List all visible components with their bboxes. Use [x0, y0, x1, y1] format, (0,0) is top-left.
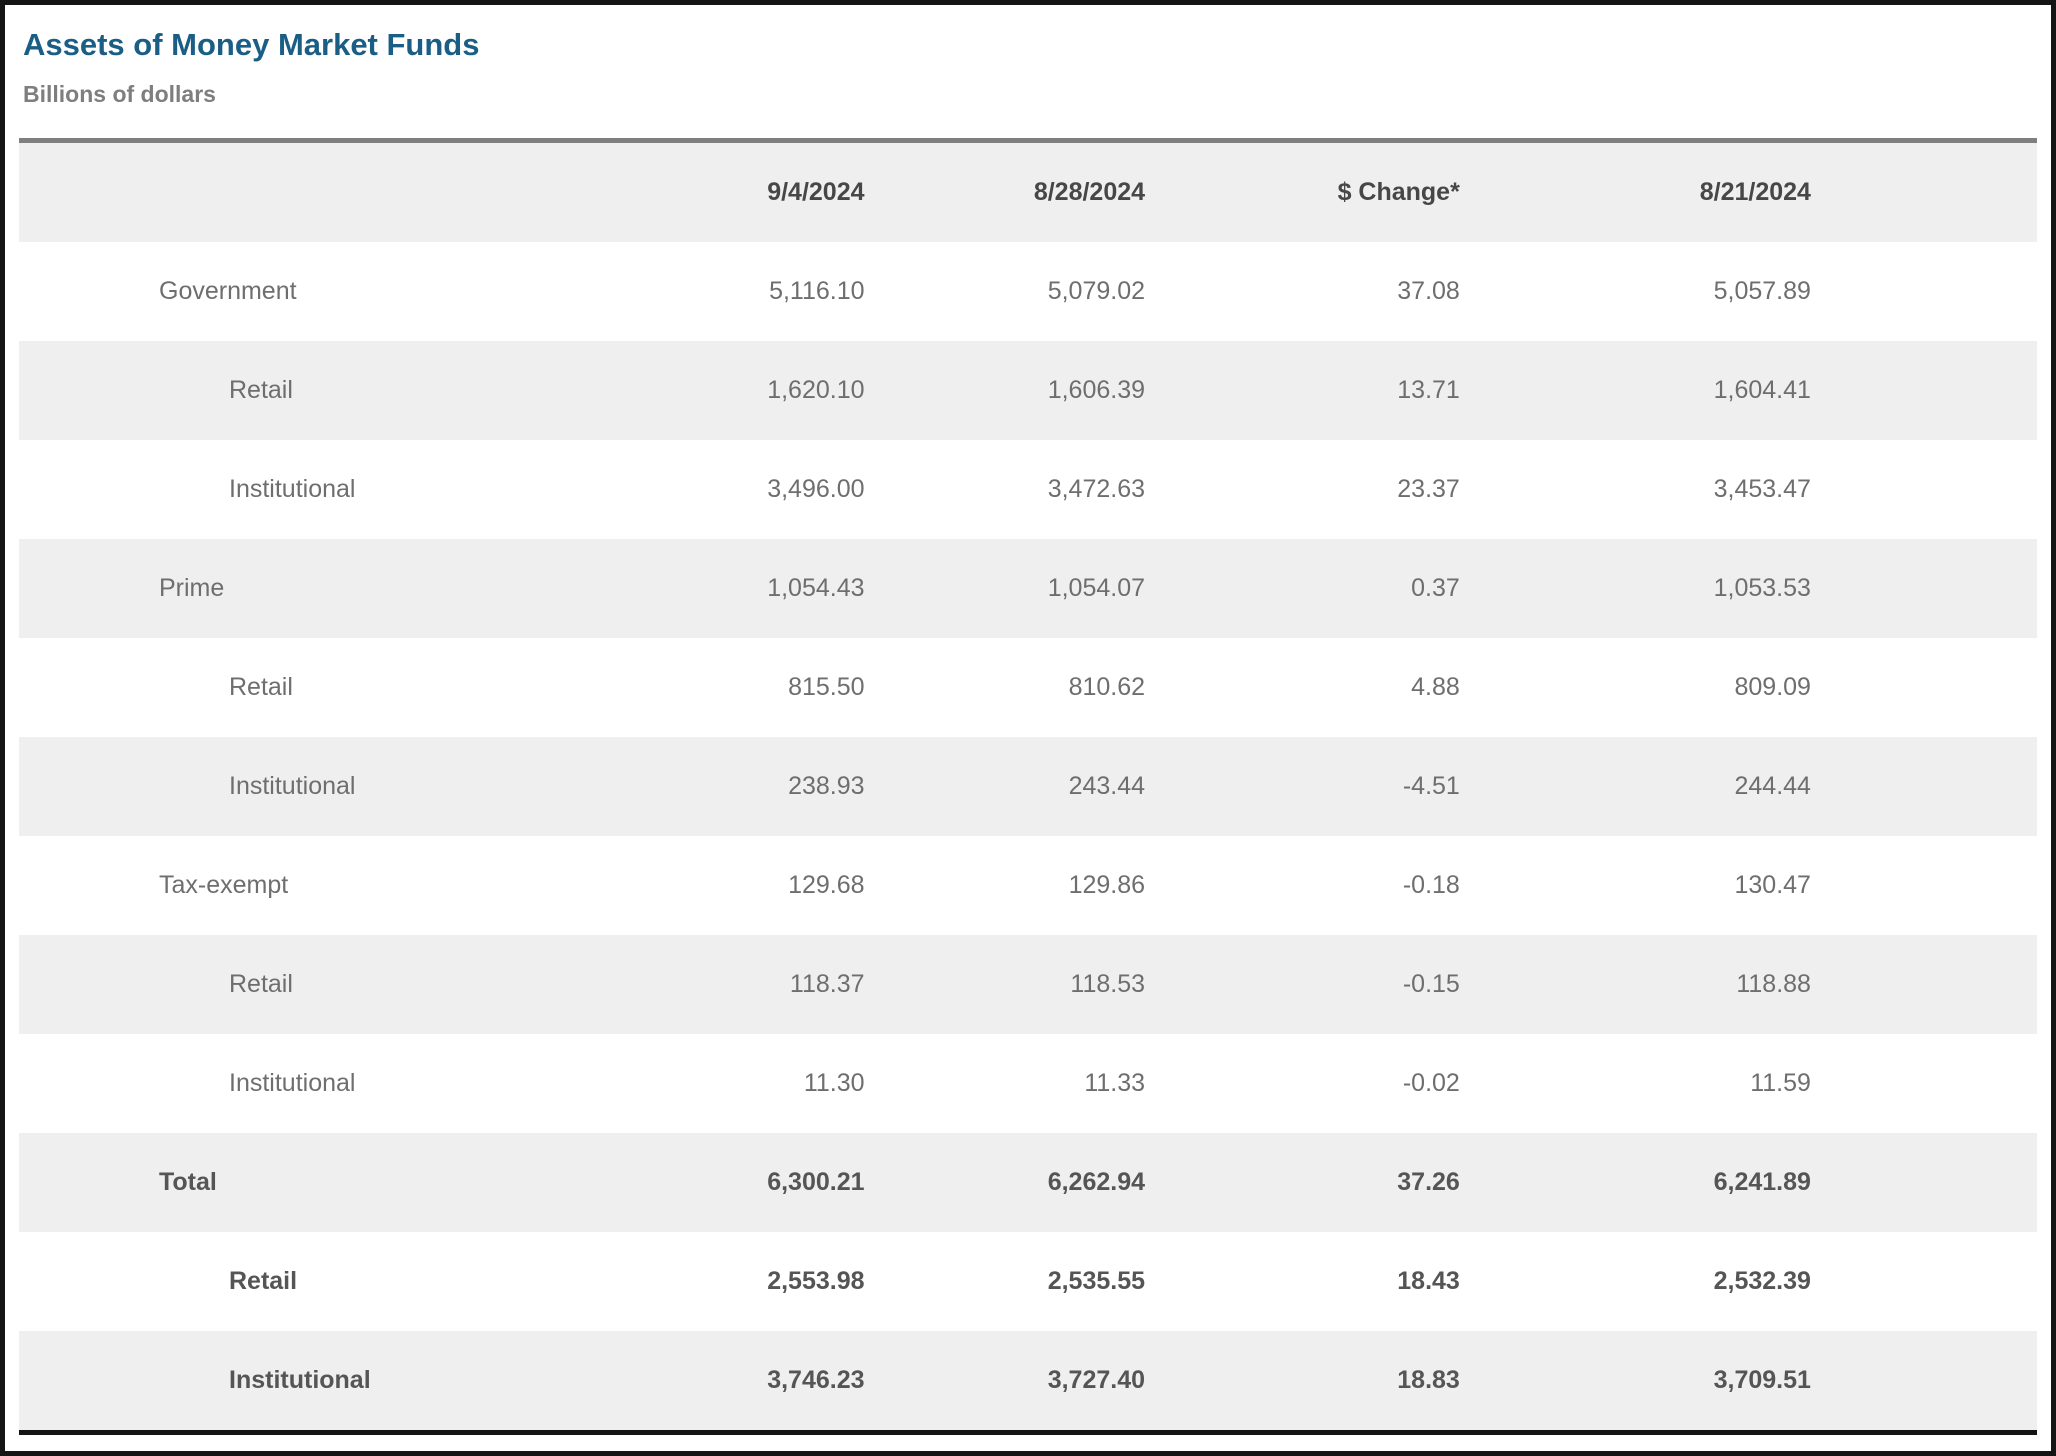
cell-value: 3,727.40	[1047, 1366, 1146, 1394]
cell-value: 37.08	[1397, 277, 1460, 305]
cell-value: 3,453.47	[1713, 475, 1811, 503]
row-label: Retail	[229, 970, 293, 998]
table-row: Retail 815.50 810.62 4.88 809.09	[19, 638, 2037, 737]
cell-value: 3,746.23	[767, 1366, 865, 1394]
table-row: Institutional 3,496.00 3,472.63 23.37 3,453.…	[19, 440, 2037, 539]
row-spacer	[1811, 836, 2037, 935]
table-row: Institutional 238.93 243.44 -4.51 244.44	[19, 737, 2037, 836]
row-label: Tax-exempt	[159, 871, 289, 899]
column-header-label	[19, 141, 580, 243]
cell-value: 1,054.43	[767, 574, 865, 602]
cell-value: 1,606.39	[1047, 376, 1146, 404]
row-spacer	[1811, 1133, 2037, 1232]
cell-value: 5,079.02	[1047, 277, 1146, 305]
row-spacer	[1811, 737, 2037, 836]
row-spacer	[1811, 1331, 2037, 1433]
cell-value: 6,262.94	[1047, 1168, 1146, 1196]
row-spacer	[1811, 242, 2037, 341]
row-label: Retail	[229, 376, 293, 404]
row-spacer	[1811, 341, 2037, 440]
cell-value: 810.62	[1068, 673, 1146, 701]
cell-value: 243.44	[1068, 772, 1146, 800]
column-header: 8/28/2024	[1033, 178, 1146, 206]
row-spacer	[1811, 440, 2037, 539]
cell-value: 5,057.89	[1713, 277, 1811, 305]
table-row: Institutional 11.30 11.33 -0.02 11.59	[19, 1034, 2037, 1133]
cell-value: 11.33	[1084, 1069, 1146, 1097]
cell-value: 18.83	[1397, 1366, 1460, 1394]
cell-value: 118.37	[789, 970, 865, 998]
cell-value: 2,535.55	[1047, 1267, 1146, 1295]
row-spacer	[1811, 935, 2037, 1034]
cell-value: 238.93	[788, 772, 865, 800]
column-header: 8/21/2024	[1699, 178, 1811, 206]
cell-value: 129.86	[1068, 871, 1146, 899]
cell-value: 2,532.39	[1713, 1267, 1811, 1295]
cell-value: 3,709.51	[1713, 1366, 1811, 1394]
cell-value: 129.68	[788, 871, 865, 899]
page-subtitle: Billions of dollars	[23, 81, 216, 107]
cell-value: 3,472.63	[1047, 475, 1146, 503]
cell-value: -4.51	[1402, 772, 1460, 800]
row-label: Institutional	[229, 772, 356, 800]
cell-value: -0.18	[1402, 871, 1460, 899]
cell-value: 118.88	[1736, 970, 1811, 998]
cell-value: 6,300.21	[767, 1168, 865, 1196]
cell-value: 37.26	[1397, 1168, 1460, 1196]
cell-value: -0.02	[1402, 1069, 1460, 1097]
assets-table: 9/4/2024 8/28/2024 $ Change* 8/21/2024 Gove…	[19, 138, 2037, 1435]
cell-value: -0.15	[1402, 970, 1460, 998]
row-spacer	[1811, 539, 2037, 638]
row-label: Government	[159, 277, 297, 305]
cell-value: 11.59	[1750, 1069, 1811, 1097]
cell-value: 3,496.00	[767, 475, 865, 503]
cell-value: 809.09	[1734, 673, 1811, 701]
table-header: 9/4/2024 8/28/2024 $ Change* 8/21/2024	[19, 140, 2037, 243]
row-spacer	[1811, 1232, 2037, 1331]
row-label: Institutional	[229, 1366, 371, 1394]
column-header-spacer	[1811, 141, 2037, 243]
table-row: Government 5,116.10 5,079.02 37.08 5,057.89	[19, 242, 2037, 341]
row-label: Retail	[229, 673, 293, 701]
table-row: Prime 1,054.43 1,054.07 0.37 1,053.53	[19, 539, 2037, 638]
cell-value: 13.71	[1397, 376, 1460, 404]
row-label: Total	[159, 1168, 217, 1196]
cell-value: 18.43	[1397, 1267, 1460, 1295]
cell-value: 244.44	[1734, 772, 1811, 800]
row-label: Prime	[159, 574, 225, 602]
table-row: Institutional 3,746.23 3,727.40 18.83 3,709.…	[19, 1331, 2037, 1433]
row-label: Retail	[229, 1267, 298, 1295]
table-row: Retail 118.37 118.53 -0.15 118.88	[19, 935, 2037, 1034]
cell-value: 1,604.41	[1713, 376, 1811, 404]
column-header: 9/4/2024	[767, 178, 865, 206]
cell-value: 1,053.53	[1713, 574, 1811, 602]
cell-value: 23.37	[1397, 475, 1460, 503]
table-row: Total 6,300.21 6,262.94 37.26 6,241.89	[19, 1133, 2037, 1232]
table-row: Retail 1,620.10 1,606.39 13.71 1,604.41	[19, 341, 2037, 440]
row-label: Institutional	[229, 1069, 356, 1097]
cell-value: 1,054.07	[1047, 574, 1146, 602]
cell-value: 6,241.89	[1713, 1168, 1811, 1196]
cell-value: 1,620.10	[767, 376, 865, 404]
cell-value: 130.47	[1734, 871, 1811, 899]
row-label: Institutional	[229, 475, 356, 503]
cell-value: 4.88	[1411, 673, 1460, 701]
table-row: Tax-exempt 129.68 129.86 -0.18 130.47	[19, 836, 2037, 935]
row-spacer	[1811, 1034, 2037, 1133]
cell-value: 2,553.98	[767, 1267, 865, 1295]
table-row: Retail 2,553.98 2,535.55 18.43 2,532.39	[19, 1232, 2037, 1331]
cell-value: 118.53	[1070, 970, 1146, 998]
table-header-row: 9/4/2024 8/28/2024 $ Change* 8/21/2024	[19, 140, 2037, 243]
page-title: Assets of Money Market Funds	[23, 27, 480, 62]
row-spacer	[1811, 638, 2037, 737]
cell-value: 815.50	[788, 673, 865, 701]
column-header: $ Change*	[1337, 178, 1460, 206]
cell-value: 0.37	[1411, 574, 1460, 602]
cell-value: 11.30	[803, 1069, 865, 1097]
cell-value: 5,116.10	[769, 277, 865, 305]
